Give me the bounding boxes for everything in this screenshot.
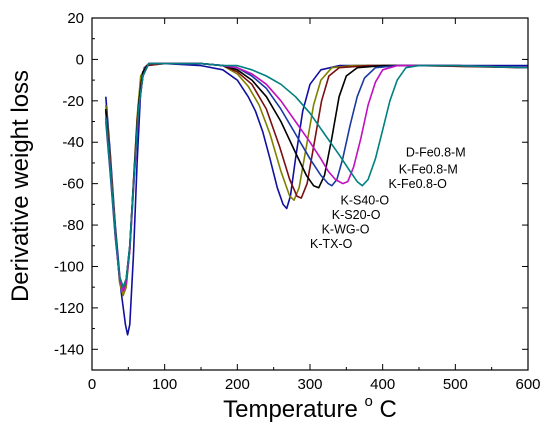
y-tick-label--60: -60 [62, 176, 84, 193]
x-axis-unit-superscript: o [365, 393, 373, 410]
series-layer [105, 62, 529, 336]
y-axis-title: Derivative weight loss [7, 70, 34, 302]
series-label-k-s20-o: K-S20-O [332, 208, 381, 222]
y-tick-label--120: -120 [54, 300, 84, 317]
series-label-k-fe0-8-o: K-Fe0.8-O [389, 177, 448, 191]
x-tick-label-600: 600 [515, 376, 540, 393]
series-label-k-fe0-8-m: K-Fe0.8-M [399, 162, 458, 176]
series-label-k-tx-o: K-TX-O [310, 237, 353, 251]
y-tick-label-0: 0 [76, 51, 84, 68]
y-tick-label--140: -140 [54, 341, 84, 358]
y-tick-label--40: -40 [62, 134, 84, 151]
annotation-layer: D-Fe0.8-M K-Fe0.8-MK-Fe0.8-O K-S40-OK-S20-… [310, 146, 466, 251]
series-line-k-wg-o [105, 62, 529, 297]
x-axis-title-text: Temperature [223, 396, 358, 423]
series-line-d-fe0-8-m [105, 62, 529, 288]
label-layer: Derivative weight loss Temperature o C [7, 70, 397, 423]
y-tick-label--20: -20 [62, 93, 84, 110]
y-tick-label--100: -100 [54, 258, 84, 275]
series-line-k-tx-o [105, 62, 528, 336]
y-tick-label-20: 20 [67, 10, 84, 27]
series-label-d-fe0-8-m: D-Fe0.8-M [406, 146, 466, 160]
series-label-k-s40-o: K-S40-O [341, 193, 390, 207]
x-tick-label-0: 0 [88, 376, 96, 393]
x-tick-label-200: 200 [225, 376, 250, 393]
x-axis-title: Temperature o C [223, 385, 397, 423]
x-tick-label-300: 300 [297, 376, 322, 393]
x-axis-unit: C [380, 396, 397, 423]
frame-layer: 0 100 200 300 400 500 600200-20-40-60-80-100-1… [54, 10, 541, 393]
y-tick-label--80: -80 [62, 217, 84, 234]
series-label-k-wg-o: K-WG-O [322, 222, 370, 236]
x-tick-label-400: 400 [370, 376, 395, 393]
x-tick-label-100: 100 [152, 376, 177, 393]
x-tick-label-500: 500 [443, 376, 468, 393]
